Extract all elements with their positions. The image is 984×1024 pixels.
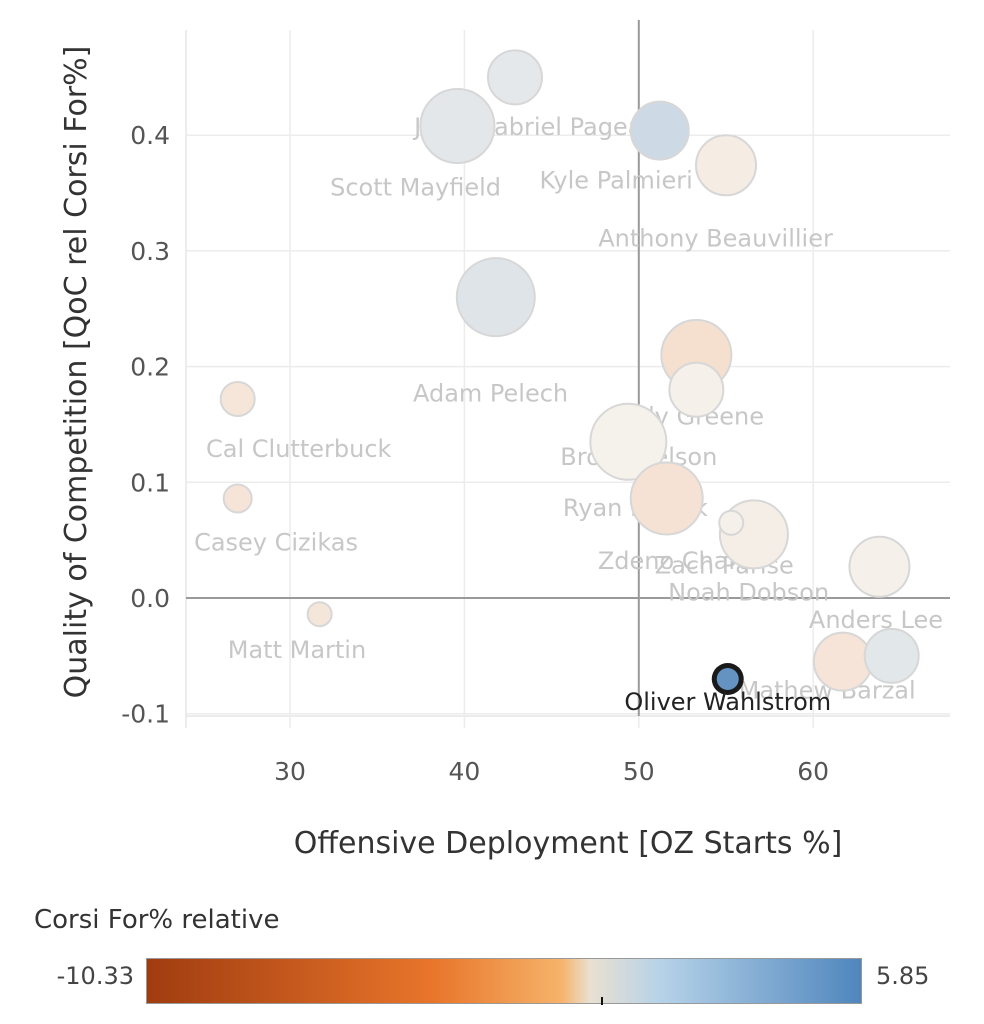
color-legend-gradient <box>146 958 862 1004</box>
player-bubble <box>629 461 704 536</box>
player-label: Matt Martin <box>228 636 366 664</box>
player-bubble <box>486 49 543 106</box>
player-label: Anders Lee <box>809 606 943 634</box>
highlight-label: Oliver Wahlstrom <box>624 688 831 716</box>
player-label: Noah Dobson <box>668 578 829 606</box>
y-tick-label: 0.3 <box>130 237 170 266</box>
y-tick-label: 0.1 <box>130 468 170 497</box>
highlight-layer: Oliver Wahlstrom <box>624 662 831 716</box>
y-tick-label: -0.1 <box>121 700 170 729</box>
player-bubble <box>222 483 253 514</box>
x-tick-label: 40 <box>448 757 480 786</box>
player-label: Scott Mayfield <box>330 173 501 201</box>
color-legend-min-label: -10.33 <box>56 962 134 990</box>
player-label: Casey Cizikas <box>194 529 358 557</box>
color-legend-title: Corsi For% relative <box>34 905 280 935</box>
player-bubble <box>306 601 333 628</box>
axis-ticks: 30 40 50 60 -0.1 0.0 0.1 0.2 0.3 0.4 <box>121 121 829 786</box>
player-label: Cal Clutterbuck <box>206 435 391 463</box>
player-label: Kyle Palmieri <box>539 166 692 194</box>
scatter-plot: 30 40 50 60 -0.1 0.0 0.1 0.2 0.3 0.4 Jean-Gabriel… <box>59 20 950 861</box>
y-tick-label: 0.2 <box>130 353 170 382</box>
color-legend-zero-marker <box>601 997 603 1005</box>
player-bubble <box>219 380 256 417</box>
player-bubble <box>419 87 496 164</box>
player-bubble <box>668 361 725 418</box>
player-bubble <box>848 535 911 598</box>
x-tick-label: 50 <box>623 757 655 786</box>
player-bubble <box>589 402 668 481</box>
player-bubble <box>629 100 690 161</box>
player-bubble <box>718 509 745 536</box>
y-axis-title: Quality of Competition [QoC rel Corsi Fo… <box>59 46 94 699</box>
highlight-bubble <box>716 667 739 690</box>
player-bubble <box>812 631 873 692</box>
y-tick-label: 0.4 <box>130 121 170 150</box>
color-legend-max-label: 5.85 <box>876 962 930 990</box>
player-label: Adam Pelech <box>413 379 568 407</box>
player-bubble <box>455 257 536 338</box>
x-tick-label: 30 <box>274 757 306 786</box>
player-bubble <box>863 627 920 684</box>
player-bubble <box>695 134 757 197</box>
y-tick-label: 0.0 <box>130 584 170 613</box>
player-bubbles <box>219 49 920 692</box>
x-axis-title: Offensive Deployment [OZ Starts %] <box>294 826 843 861</box>
x-tick-label: 60 <box>797 757 829 786</box>
player-label: Anthony Beauvillier <box>598 224 833 252</box>
